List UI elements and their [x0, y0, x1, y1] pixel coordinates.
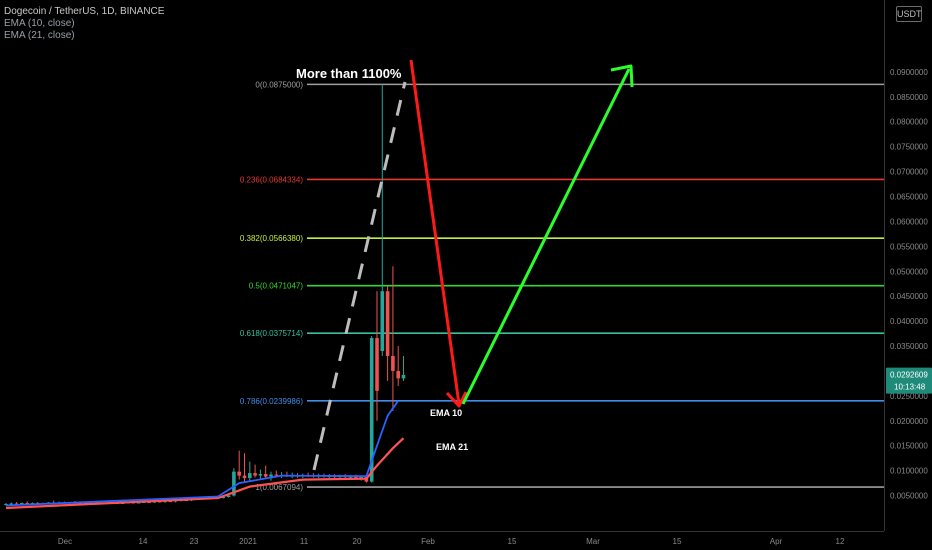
candle-body[interactable] — [274, 474, 279, 476]
ema21-line[interactable] — [5, 437, 405, 510]
candle-body[interactable] — [157, 501, 162, 503]
fib-level-label: 0.618(0.0375714) — [240, 329, 304, 338]
symbol-title: Dogecoin / TetherUS, 1D, BINANCE — [4, 6, 165, 17]
candle-body[interactable] — [263, 474, 268, 477]
candle-body[interactable] — [369, 338, 374, 482]
last-price-badge[interactable] — [886, 367, 932, 394]
green-arrow-head — [610, 64, 634, 88]
candle-body[interactable] — [375, 338, 379, 391]
y-tick-label: 0.0250000 — [890, 392, 928, 401]
y-tick-label: 0.0700000 — [890, 168, 928, 177]
candle-body[interactable] — [258, 474, 263, 476]
y-tick-label: 0.0650000 — [890, 193, 928, 202]
y-tick-label: 0.0050000 — [890, 492, 928, 501]
red-arrow-head — [445, 391, 468, 408]
fib-level-label: 1(0.0067094) — [255, 483, 303, 492]
ema10-annotation: EMA 10 — [430, 408, 462, 418]
candle-body[interactable] — [380, 291, 385, 352]
fib-level-label: 0.5(0.0471047) — [249, 282, 304, 291]
candle-body[interactable] — [237, 471, 241, 476]
candle-body[interactable] — [9, 503, 14, 505]
x-tick-label: 14 — [139, 537, 148, 546]
ema10-line[interactable] — [5, 400, 399, 507]
candle-body[interactable] — [401, 374, 406, 379]
y-tick-label: 0.0600000 — [890, 217, 928, 226]
candle-body[interactable] — [136, 502, 141, 504]
rally-dashed-line — [312, 81, 407, 471]
x-tick-label: 23 — [190, 537, 199, 546]
y-tick-label: 0.0900000 — [890, 68, 928, 77]
candle-body[interactable] — [391, 355, 395, 371]
y-tick-label: 0.0800000 — [890, 118, 928, 127]
y-tick-label: 0.0450000 — [890, 292, 928, 301]
candle-body[interactable] — [221, 497, 226, 499]
red-arrow-shaft — [409, 59, 461, 405]
green-arrow-shaft — [461, 68, 631, 405]
x-tick-label: 2021 — [239, 537, 257, 546]
y-tick-label: 0.0400000 — [890, 317, 928, 326]
candle-body[interactable] — [147, 502, 151, 504]
candle-body[interactable] — [226, 495, 231, 498]
candle-body[interactable] — [348, 476, 353, 478]
x-tick-label: 15 — [508, 537, 517, 546]
candle-body[interactable] — [396, 370, 400, 379]
y-tick-label: 0.0500000 — [890, 267, 928, 276]
y-tick-label: 0.0200000 — [890, 417, 928, 426]
candle-body[interactable] — [253, 473, 257, 476]
y-tick-label: 0.0550000 — [890, 242, 928, 251]
x-tick-label: 20 — [353, 537, 362, 546]
x-tick-label: Mar — [586, 537, 600, 546]
ema21-legend[interactable]: EMA (21, close) — [4, 30, 75, 41]
y-tick-label: 0.0150000 — [890, 442, 928, 451]
candle-body[interactable] — [25, 503, 29, 505]
candle-body[interactable] — [232, 471, 236, 496]
candle-body[interactable] — [20, 503, 24, 505]
x-tick-label: 11 — [300, 537, 309, 546]
x-tick-label: 15 — [673, 537, 682, 546]
ema21-annotation: EMA 21 — [436, 442, 468, 452]
candle-body[interactable] — [242, 475, 247, 479]
candle-body[interactable] — [354, 476, 358, 478]
x-tick-label: Dec — [58, 537, 72, 546]
x-tick-label: 12 — [836, 537, 845, 546]
fib-level-label: 0.786(0.0239986) — [240, 397, 304, 406]
gain-annotation: More than 1100% — [296, 66, 402, 81]
y-tick-label: 0.0350000 — [890, 342, 928, 351]
y-tick-label: 0.0750000 — [890, 143, 928, 152]
chart-legend: Dogecoin / TetherUS, 1D, BINANCE EMA (10… — [4, 6, 164, 42]
fib-level-label: 0.382(0.0566380) — [240, 234, 304, 243]
fib-level-label: 0.236(0.0684334) — [240, 175, 304, 184]
x-tick-label: Feb — [421, 537, 435, 546]
currency-unit-button[interactable]: USDT — [896, 6, 922, 22]
candle-body[interactable] — [14, 503, 19, 505]
fib-level-label: 0(0.0875000) — [255, 80, 303, 89]
y-tick-label: 0.0850000 — [890, 93, 928, 102]
candle-body[interactable] — [4, 504, 8, 506]
candle-body[interactable] — [168, 501, 173, 503]
candle-body[interactable] — [269, 474, 273, 477]
ema10-legend[interactable]: EMA (10, close) — [4, 18, 75, 29]
last-price-value: 0.0292609 — [890, 371, 928, 380]
candle-body[interactable] — [248, 473, 252, 479]
candle-countdown: 10:13:48 — [894, 383, 926, 392]
candle-body[interactable] — [385, 291, 390, 356]
x-tick-label: Apr — [770, 537, 783, 546]
y-tick-label: 0.0100000 — [890, 467, 928, 476]
